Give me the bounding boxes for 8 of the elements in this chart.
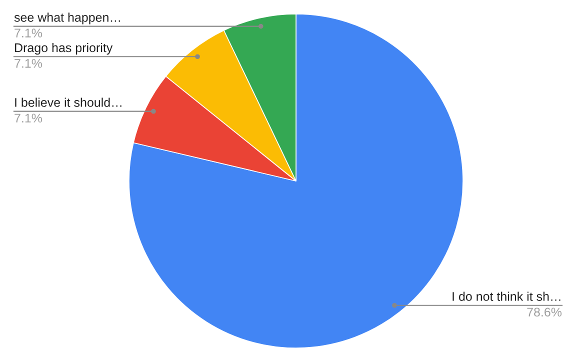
slice-label: I do not think it sh… [452, 292, 560, 301]
data-label: 78.6% [527, 308, 562, 317]
slice-label: I believe it should… [15, 98, 122, 107]
slice-label: see what happen… [14, 12, 120, 24]
data-label: 7.1% [14, 59, 42, 68]
data-label: 7.1% [14, 114, 42, 122]
data-label: 7.1% [14, 28, 42, 38]
slice-label: Drago has priority [15, 42, 113, 55]
